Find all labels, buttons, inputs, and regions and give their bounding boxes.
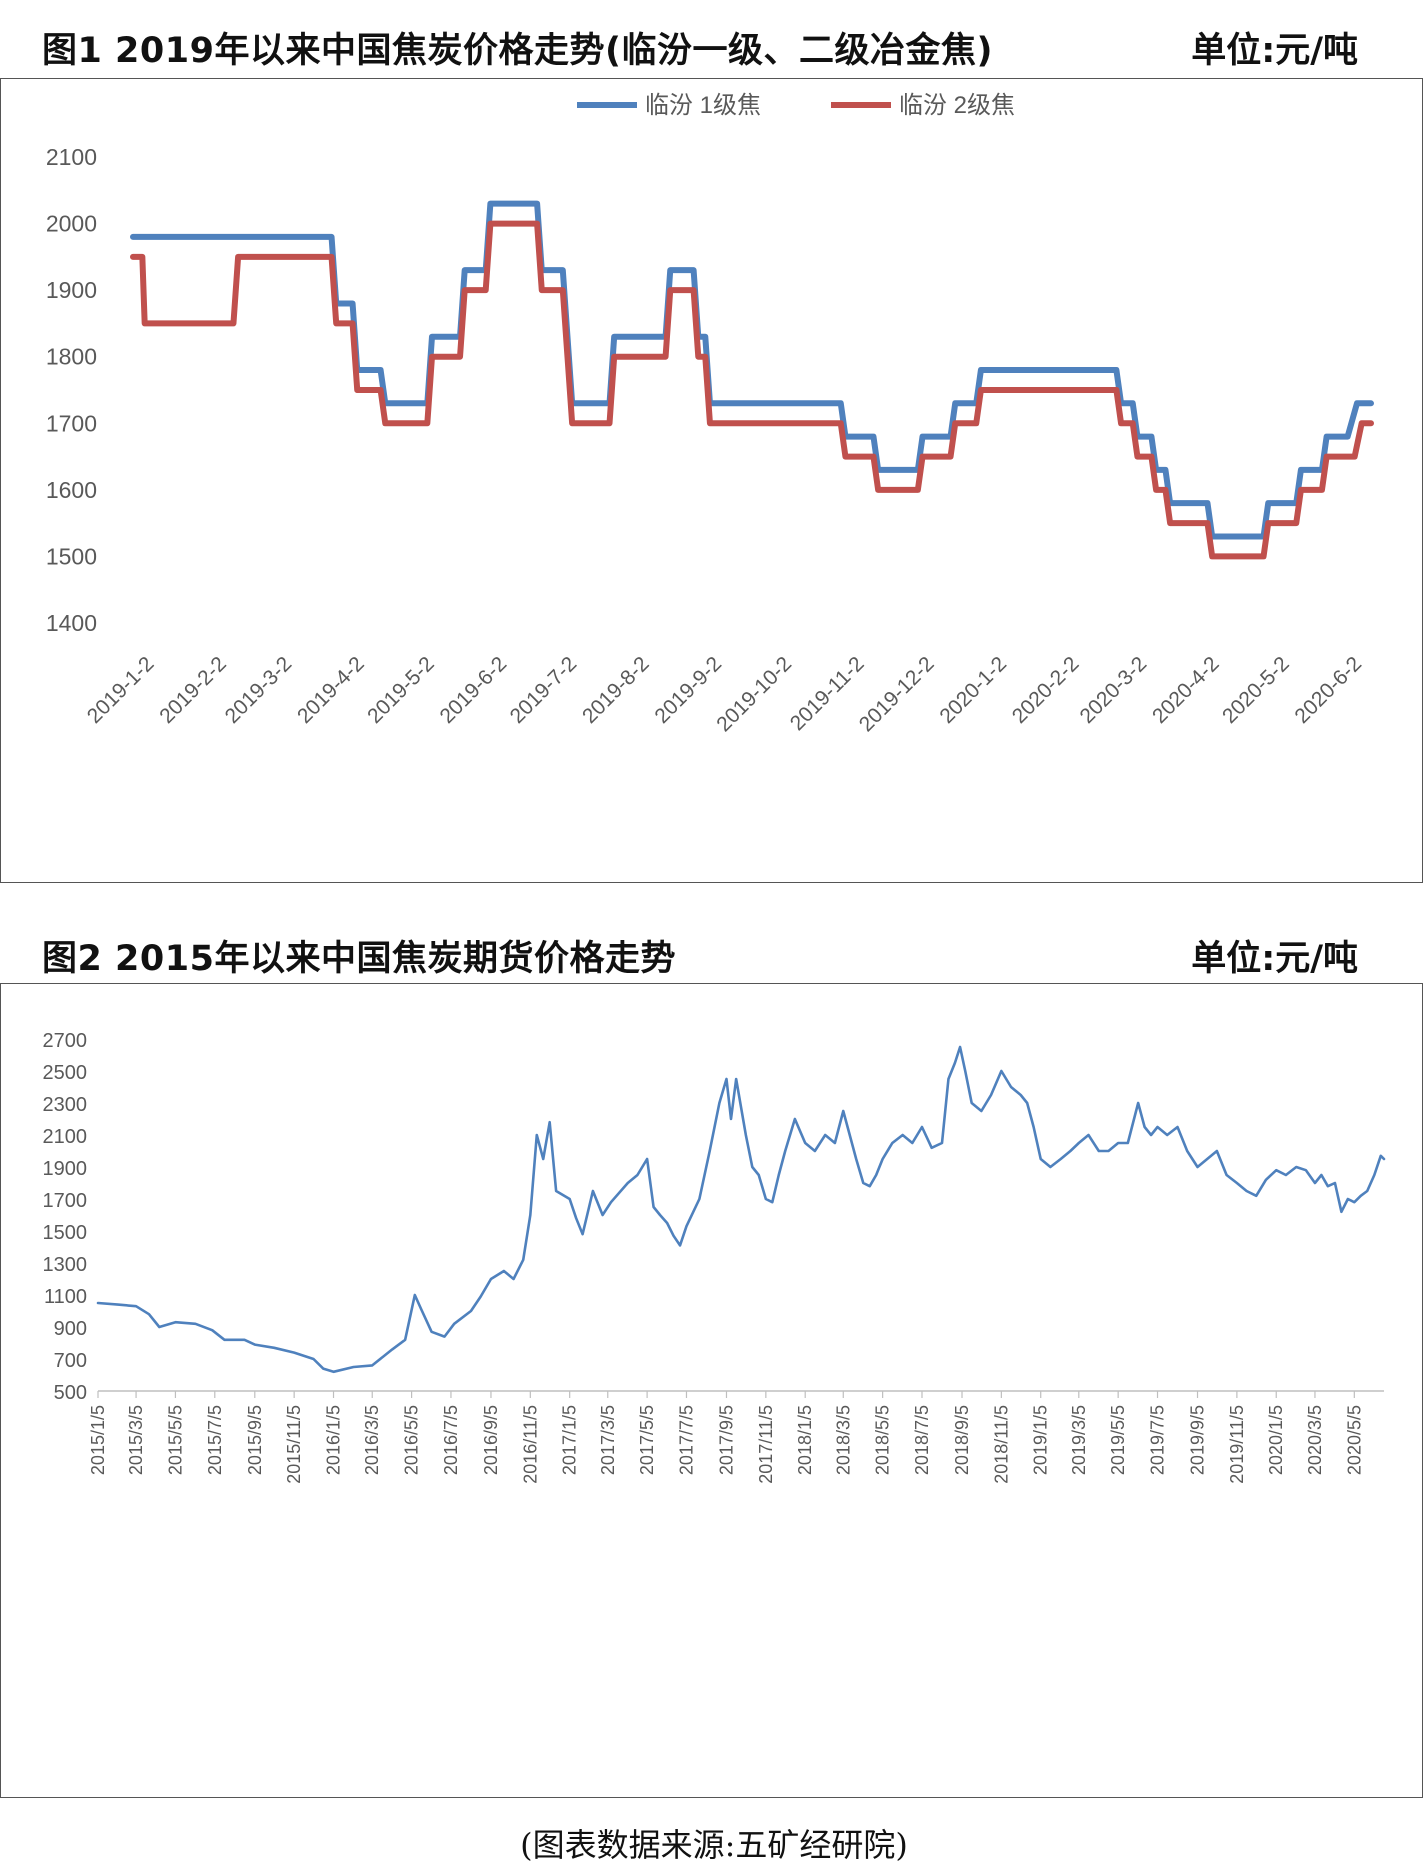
figure2-x-tick-label: 2018/3/5 [833, 1405, 853, 1475]
figure2-x-tick-label: 2015/3/5 [126, 1405, 146, 1475]
figure2-y-tick-label: 2700 [43, 1030, 88, 1052]
figure1-x-tick-label: 2019-5-2 [363, 652, 439, 728]
figure2-y-tick-label: 1900 [43, 1158, 88, 1180]
figure1-y-tick-label: 2100 [46, 144, 97, 170]
figure1-series-line-1 [130, 200, 1374, 540]
figure2-x-tick-label: 2015/1/5 [88, 1405, 108, 1475]
figure1-y-tick-label: 1800 [46, 344, 97, 370]
figure2-y-tick-label: 900 [54, 1318, 87, 1340]
figure2-y-tick-label: 1500 [43, 1222, 88, 1244]
figure2-y-tick-label: 2100 [43, 1126, 88, 1148]
figure2-y-tick-label: 2500 [43, 1062, 88, 1084]
figure1-x-tick-label: 2020-2-2 [1008, 652, 1084, 728]
figure1-x-tick-label: 2020-3-2 [1076, 652, 1152, 728]
figure1-series-line-2 [130, 220, 1374, 560]
figure1-x-tick-label: 2019-3-2 [221, 652, 297, 728]
figure1-y-tick-label: 2000 [46, 211, 97, 237]
figure1-unit: 单位:元/吨 [1191, 31, 1358, 71]
figure2-y-tick-label: 1300 [43, 1254, 88, 1276]
figure2-x-tick-label: 2017/5/5 [637, 1405, 657, 1475]
figure2-y-tick-label: 2300 [43, 1094, 88, 1116]
figure1-x-tick-label: 2020-1-2 [935, 652, 1011, 728]
figure2-chart-panel: 500 700 900 1100 1300 1500 1700 1900 2100 2300 250… [0, 983, 1423, 1798]
figure1-legend-label-1: 临汾 1级焦 [645, 92, 761, 119]
figure2-x-tick-label: 2019/9/5 [1188, 1405, 1208, 1475]
figure2-y-tick-label: 500 [54, 1382, 87, 1404]
figure1-y-tick-label: 1600 [46, 477, 97, 503]
figure1-x-tick-label: 2019-10-2 [712, 652, 796, 736]
figure2-x-tick-label: 2019/11/5 [1227, 1405, 1247, 1484]
figure2-series-line-1 [96, 1045, 1386, 1374]
figure2-x-tick-label: 2016/9/5 [481, 1405, 501, 1475]
figure2-x-tick-label: 2015/7/5 [205, 1405, 225, 1475]
figure2-y-tick-label: 1100 [44, 1286, 87, 1308]
figure1-x-tick-label: 2019-2-2 [155, 652, 231, 728]
figure2-x-tick-label: 2016/3/5 [362, 1405, 382, 1475]
figure1-x-tick-label: 2020-4-2 [1148, 652, 1224, 728]
figure2-x-tick-label: 2019/3/5 [1069, 1405, 1089, 1475]
figure2-x-tick-label: 2017/9/5 [716, 1405, 736, 1475]
figure1-y-tick-label: 1400 [46, 610, 97, 636]
figure1-x-tick-label: 2020-5-2 [1218, 652, 1294, 728]
figure1-x-tick-label: 2020-6-2 [1290, 652, 1366, 728]
figure1-x-tick-label: 2019-6-2 [436, 652, 512, 728]
figure1-y-tick-label: 1500 [46, 543, 97, 569]
figure2-x-tick-label: 2017/7/5 [676, 1405, 696, 1475]
figure2-x-tick-label: 2017/11/5 [756, 1405, 776, 1484]
figure1-x-tick-label: 2019-7-2 [506, 652, 582, 728]
figure1-x-tick-label: 2019-12-2 [855, 652, 939, 736]
figure1-x-tick-label: 2019-1-2 [83, 652, 159, 728]
figure2-x-tick-label: 2019/5/5 [1108, 1405, 1128, 1475]
figure2-x-tick-label: 2015/5/5 [165, 1405, 185, 1475]
figure2-chart: 500 700 900 1100 1300 1500 1700 1900 2100 2300 250… [43, 1030, 1386, 1484]
figure1-title: 图1 2019年以来中国焦炭价格走势(临汾一级、二级冶金焦) [42, 31, 993, 71]
figure2-x-tick-label: 2015/9/5 [245, 1405, 265, 1475]
figure2-x-tick-label: 2020/3/5 [1305, 1405, 1325, 1475]
figure1-y-tick-label: 1900 [46, 277, 97, 303]
figure2-x-tick-label: 2018/1/5 [795, 1405, 815, 1475]
figure2-x-tick-label: 2016/7/5 [441, 1405, 461, 1475]
figure2-y-tick-label: 700 [54, 1350, 87, 1372]
figure2-x-tick-label: 2018/9/5 [952, 1405, 972, 1475]
figure2-x-tick-label: 2017/3/5 [598, 1405, 618, 1475]
figure2-x-tick-label: 2015/11/5 [284, 1405, 304, 1484]
figure2-x-tick-label: 2018/11/5 [991, 1405, 1011, 1484]
figure1-chart-panel: 1400 1500 1600 1700 1800 1900 2000 2100 2019-1-2… [0, 78, 1423, 883]
figure2-x-tick-label: 2019/1/5 [1031, 1405, 1051, 1475]
figure1-x-tick-label: 2019-8-2 [578, 652, 654, 728]
figure2-y-tick-label: 1700 [43, 1190, 88, 1212]
figure2-unit: 单位:元/吨 [1191, 939, 1358, 979]
figure1-x-tick-label: 2019-4-2 [293, 652, 369, 728]
figure2-x-tick-label: 2016/11/5 [520, 1405, 540, 1484]
figure2-x-tick-label: 2019/7/5 [1148, 1405, 1168, 1475]
figure2-x-tick-label: 2017/1/5 [560, 1405, 580, 1475]
figure2-x-tick-label: 2018/5/5 [873, 1405, 893, 1475]
figure1-legend-label-2: 临汾 2级焦 [899, 92, 1015, 119]
figure2-x-tick-label: 2018/7/5 [912, 1405, 932, 1475]
figure1-chart: 1400 1500 1600 1700 1800 1900 2000 2100 2019-1-2… [46, 92, 1374, 736]
figure2-title: 图2 2015年以来中国焦炭期货价格走势 [42, 939, 676, 979]
figure2-x-tick-label: 2020/5/5 [1344, 1405, 1364, 1475]
figure2-x-tick-label: 2016/1/5 [324, 1405, 344, 1475]
figure2-x-tick-label: 2020/1/5 [1266, 1405, 1286, 1475]
figure1-y-tick-label: 1700 [46, 410, 97, 436]
source-note: (图表数据来源:五矿经研院) [520, 1826, 908, 1864]
figure2-x-tick-label: 2016/5/5 [402, 1405, 422, 1475]
